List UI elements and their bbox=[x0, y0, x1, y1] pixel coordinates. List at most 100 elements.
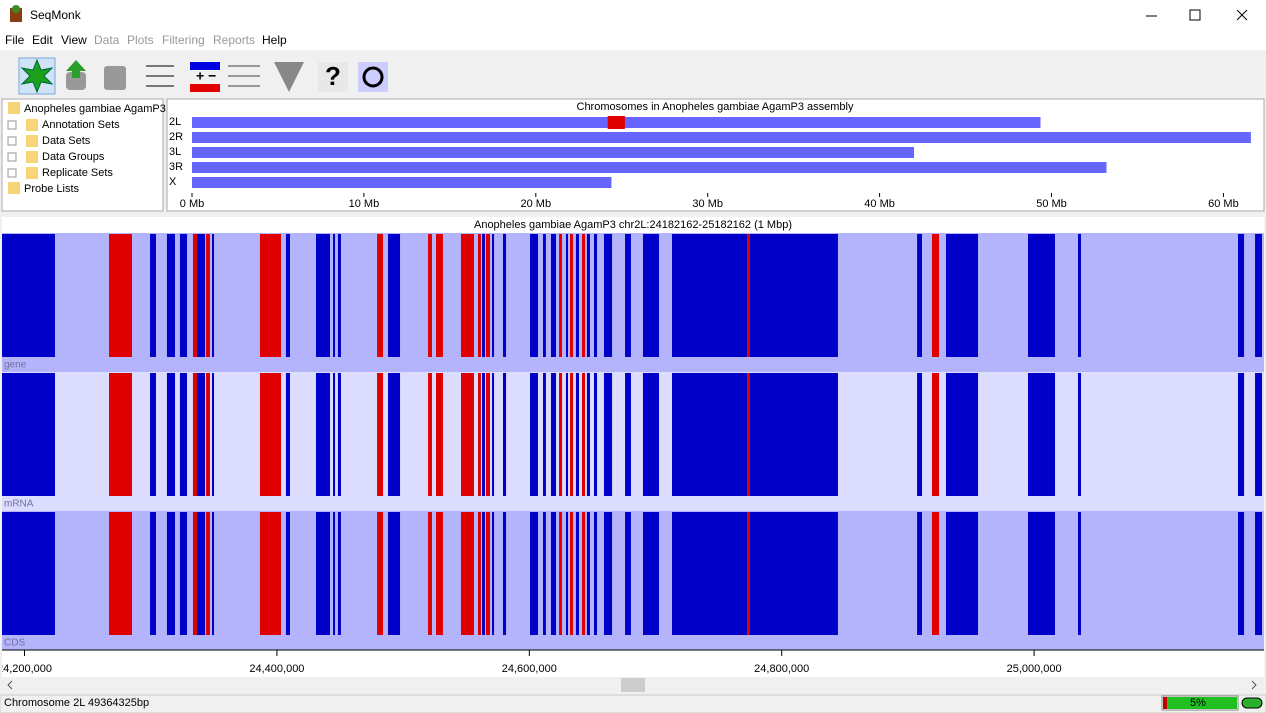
open-button[interactable] bbox=[66, 60, 86, 90]
feature[interactable] bbox=[603, 234, 613, 357]
feature[interactable] bbox=[565, 512, 569, 635]
feature[interactable] bbox=[206, 512, 210, 635]
feature[interactable] bbox=[746, 373, 750, 496]
feature[interactable] bbox=[1077, 234, 1082, 357]
feature[interactable] bbox=[492, 234, 495, 357]
feature[interactable] bbox=[530, 512, 538, 635]
feature[interactable] bbox=[315, 373, 330, 496]
feature[interactable] bbox=[582, 512, 586, 635]
expand-toggle[interactable] bbox=[7, 152, 17, 162]
feature[interactable] bbox=[570, 234, 574, 357]
expand-toggle[interactable] bbox=[7, 136, 17, 146]
menu-item[interactable]: Plots bbox=[127, 33, 154, 47]
feature[interactable] bbox=[428, 373, 432, 496]
feature[interactable] bbox=[206, 234, 210, 357]
feature[interactable] bbox=[482, 512, 485, 635]
feature[interactable] bbox=[586, 512, 590, 635]
feature[interactable] bbox=[377, 373, 383, 496]
feature[interactable] bbox=[211, 512, 215, 635]
feature[interactable] bbox=[582, 234, 586, 357]
feature[interactable] bbox=[503, 373, 507, 496]
feature[interactable] bbox=[575, 373, 579, 496]
tree-item[interactable]: Probe Lists bbox=[24, 183, 80, 195]
feature[interactable] bbox=[671, 512, 838, 635]
feature[interactable] bbox=[211, 234, 215, 357]
feature[interactable] bbox=[485, 234, 491, 357]
feature[interactable] bbox=[931, 512, 940, 635]
feature[interactable] bbox=[482, 373, 485, 496]
feature[interactable] bbox=[559, 512, 563, 635]
feature[interactable] bbox=[1255, 373, 1262, 496]
feature[interactable] bbox=[150, 234, 156, 357]
feature[interactable] bbox=[642, 373, 659, 496]
feature[interactable] bbox=[2, 512, 56, 635]
feature[interactable] bbox=[436, 234, 443, 357]
feature[interactable] bbox=[570, 512, 574, 635]
feature[interactable] bbox=[1238, 512, 1245, 635]
tree-item[interactable]: Data Sets bbox=[42, 135, 91, 147]
feature[interactable] bbox=[333, 234, 336, 357]
save-button[interactable] bbox=[104, 66, 126, 90]
feature[interactable] bbox=[1255, 512, 1262, 635]
feature[interactable] bbox=[1255, 234, 1262, 357]
feature[interactable] bbox=[917, 234, 922, 357]
menu-item[interactable]: Data bbox=[94, 33, 120, 47]
feature[interactable] bbox=[746, 234, 750, 357]
feature[interactable] bbox=[1028, 512, 1056, 635]
feature[interactable] bbox=[196, 234, 206, 357]
feature[interactable] bbox=[166, 234, 176, 357]
menu-item[interactable]: Reports bbox=[213, 33, 255, 47]
feature[interactable] bbox=[594, 234, 598, 357]
feature[interactable] bbox=[931, 373, 940, 496]
funnel-button[interactable] bbox=[274, 62, 304, 92]
feature[interactable] bbox=[196, 512, 206, 635]
feature[interactable] bbox=[543, 373, 546, 496]
feature[interactable] bbox=[259, 373, 282, 496]
maximize-button[interactable] bbox=[1189, 9, 1201, 21]
feature[interactable] bbox=[285, 234, 290, 357]
feature[interactable] bbox=[1077, 373, 1082, 496]
expand-toggle[interactable] bbox=[7, 168, 17, 178]
feature[interactable] bbox=[428, 512, 432, 635]
feature[interactable] bbox=[565, 373, 569, 496]
feature[interactable] bbox=[565, 234, 569, 357]
feature[interactable] bbox=[109, 373, 132, 496]
feature[interactable] bbox=[559, 234, 563, 357]
tree-item[interactable]: Data Groups bbox=[42, 151, 105, 163]
chromosome-bar[interactable] bbox=[192, 132, 1251, 143]
feature[interactable] bbox=[196, 373, 206, 496]
feature[interactable] bbox=[671, 373, 838, 496]
feature[interactable] bbox=[2, 234, 56, 357]
feature[interactable] bbox=[575, 234, 579, 357]
menu-item[interactable]: File bbox=[5, 33, 25, 47]
feature[interactable] bbox=[945, 373, 979, 496]
feature[interactable] bbox=[550, 234, 557, 357]
feature[interactable] bbox=[478, 373, 481, 496]
feature[interactable] bbox=[917, 512, 922, 635]
feature[interactable] bbox=[671, 234, 838, 357]
feature[interactable] bbox=[582, 373, 586, 496]
feature[interactable] bbox=[586, 373, 590, 496]
feature[interactable] bbox=[315, 234, 330, 357]
feature[interactable] bbox=[478, 512, 481, 635]
feature[interactable] bbox=[625, 512, 631, 635]
feature[interactable] bbox=[485, 512, 491, 635]
close-button[interactable] bbox=[1236, 9, 1248, 21]
tree-item[interactable]: Annotation Sets bbox=[42, 119, 120, 131]
chromosome-bar[interactable] bbox=[192, 177, 612, 188]
feature[interactable] bbox=[179, 234, 188, 357]
feature[interactable] bbox=[917, 373, 922, 496]
chromosome-bar[interactable] bbox=[192, 162, 1107, 173]
refresh-button[interactable] bbox=[358, 62, 388, 92]
feature[interactable] bbox=[586, 234, 590, 357]
menu-item[interactable]: Help bbox=[262, 33, 287, 47]
menu-item[interactable]: Filtering bbox=[162, 33, 205, 47]
feature[interactable] bbox=[1028, 234, 1056, 357]
feature[interactable] bbox=[192, 234, 197, 357]
feature[interactable] bbox=[166, 512, 176, 635]
filter-button[interactable] bbox=[146, 65, 174, 87]
feature[interactable] bbox=[1077, 512, 1082, 635]
feature[interactable] bbox=[337, 512, 341, 635]
feature[interactable] bbox=[642, 512, 659, 635]
feature[interactable] bbox=[530, 234, 538, 357]
